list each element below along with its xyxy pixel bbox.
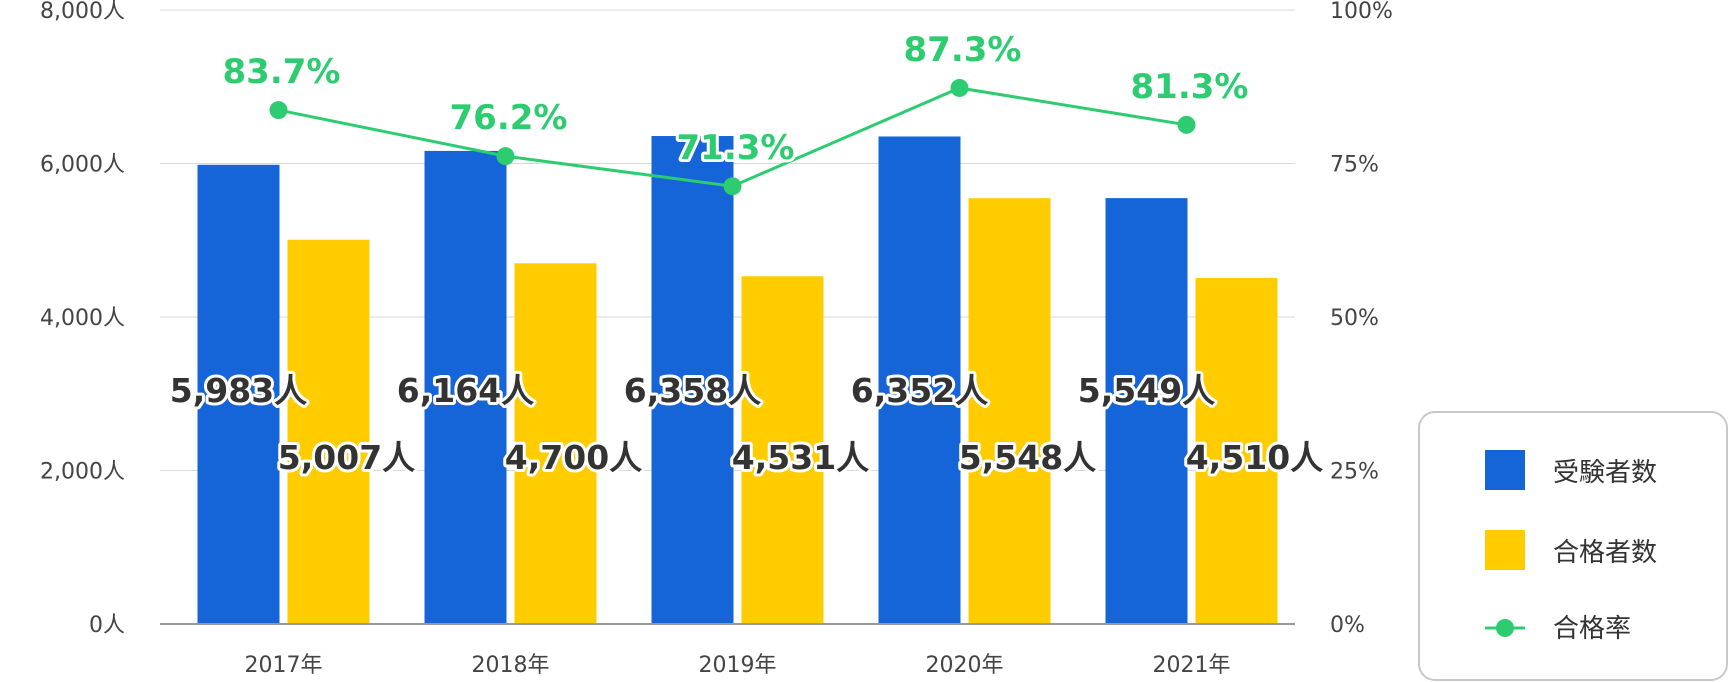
- rate-label: 81.3%: [1131, 67, 1249, 107]
- bar-applicants: [424, 150, 507, 624]
- x-tick-label: 2017年: [245, 653, 323, 678]
- rate-point: [1177, 115, 1196, 134]
- bar-applicants: [878, 136, 961, 624]
- y-right-tick-label: 0%: [1330, 613, 1365, 638]
- y-left-tick-label: 0人: [89, 613, 125, 638]
- legend: 受験者数 合格者数 合格率: [1418, 411, 1728, 681]
- rate-point: [496, 147, 515, 166]
- bar-applicants: [197, 164, 280, 624]
- legend-label-passers: 合格者数: [1553, 538, 1657, 568]
- y-left-tick-label: 8,000人: [40, 0, 125, 24]
- bar-label-passers: 5,548人: [959, 438, 1096, 477]
- legend-swatch-passers: [1485, 530, 1525, 570]
- rate-point: [723, 177, 742, 196]
- rate-label: 83.7%: [223, 52, 341, 92]
- bar-label-passers: 4,510人: [1186, 438, 1323, 477]
- bar-label-passers: 5,007人: [278, 438, 415, 477]
- bar-passers: [1195, 277, 1278, 624]
- bar-applicants: [651, 136, 734, 624]
- bar-passers: [968, 198, 1051, 625]
- rate-label: 71.3%: [677, 128, 795, 168]
- rate-line-series: [269, 78, 1196, 196]
- x-axis: 2017年 2018年 2019年 2020年 2021年: [245, 653, 1231, 678]
- y-left-axis: 0人 2,000人 4,000人 6,000人 8,000人: [40, 0, 125, 638]
- rate-data-labels: 83.7% 76.2% 71.3% 87.3% 81.3%: [220, 27, 1252, 171]
- y-right-tick-label: 100%: [1330, 0, 1393, 24]
- bar-data-labels: 5,983人 5,007人 6,164人 4,700人 6,358人 4,531人 6,35…: [167, 368, 1326, 480]
- y-left-tick-label: 4,000人: [40, 306, 125, 331]
- rate-label: 76.2%: [450, 98, 568, 138]
- bars: [197, 136, 1278, 625]
- bar-passers: [287, 239, 370, 624]
- y-right-tick-label: 25%: [1330, 460, 1379, 485]
- y-right-tick-label: 75%: [1330, 153, 1379, 178]
- y-left-tick-label: 6,000人: [40, 153, 125, 178]
- bar-label-applicants: 5,983人: [170, 371, 307, 410]
- bar-label-passers: 4,531人: [732, 438, 869, 477]
- legend-swatch-rate-marker: [1496, 619, 1514, 637]
- x-tick-label: 2021年: [1153, 653, 1231, 678]
- y-right-tick-label: 50%: [1330, 306, 1379, 331]
- y-left-tick-label: 2,000人: [40, 460, 125, 485]
- x-tick-label: 2019年: [699, 653, 777, 678]
- x-tick-label: 2020年: [926, 653, 1004, 678]
- rate-point: [950, 78, 969, 97]
- bar-passers: [514, 263, 597, 624]
- legend-swatch-applicants: [1485, 450, 1525, 490]
- bar-label-applicants: 6,352人: [851, 371, 988, 410]
- bar-passers: [741, 276, 824, 624]
- bar-label-applicants: 5,549人: [1078, 371, 1215, 410]
- bar-label-passers: 4,700人: [505, 438, 642, 477]
- x-tick-label: 2018年: [472, 653, 550, 678]
- y-right-axis: 0% 25% 50% 75% 100%: [1330, 0, 1393, 638]
- rate-label: 87.3%: [904, 30, 1022, 70]
- bar-label-applicants: 6,358人: [624, 371, 761, 410]
- rate-point: [269, 101, 288, 120]
- legend-label-rate: 合格率: [1553, 614, 1631, 644]
- bar-label-applicants: 6,164人: [397, 371, 534, 410]
- legend-label-applicants: 受験者数: [1553, 458, 1657, 488]
- bar-applicants: [1105, 198, 1188, 624]
